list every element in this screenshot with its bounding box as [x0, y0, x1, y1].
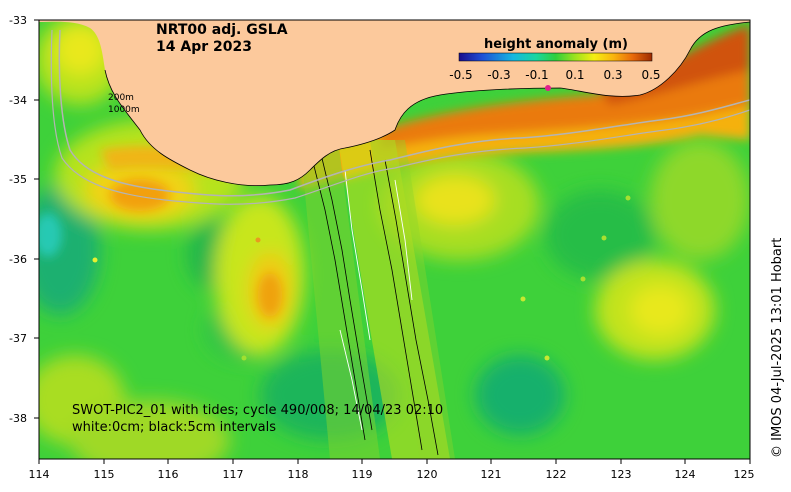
colorbar-label: height anomaly (m)	[484, 37, 628, 52]
isobath-200m	[58, 29, 750, 197]
map-date: 14 Apr 2023	[156, 39, 252, 55]
x-tick-label: 125	[734, 468, 755, 481]
altimeter-track-points	[92, 85, 631, 361]
colorbar-tick: -0.5	[449, 68, 472, 82]
credit-text: © IMOS 04-Jul-2025 13:01 Hobart	[770, 238, 785, 458]
x-tick-label: 118	[288, 468, 309, 481]
isobath-1000m	[50, 29, 750, 205]
y-tick-label: -35	[9, 173, 27, 186]
x-tick-label: 123	[611, 468, 632, 481]
colorbar-tick: 0.3	[603, 68, 622, 82]
depth-label-200m: 200m	[108, 93, 134, 103]
x-tick-label: 121	[481, 468, 502, 481]
y-tick-label: -34	[9, 94, 27, 107]
y-tick-label: -33	[9, 14, 27, 27]
contour-annotation: white:0cm; black:5cm intervals	[72, 420, 276, 435]
colorbar-gradient	[458, 52, 653, 62]
land-mass	[39, 20, 750, 186]
y-tick-label: -38	[9, 412, 27, 425]
swot-swath	[300, 140, 455, 459]
plot-frame	[38, 19, 751, 460]
colorbar: height anomaly (m) -0.5 -0.3 -0.1 0.1 0.…	[449, 37, 660, 82]
colorbar-tick: 0.1	[565, 68, 584, 82]
y-tick-label: -36	[9, 253, 27, 266]
x-tick-label: 116	[158, 468, 179, 481]
y-axis: -33 -34 -35 -36 -37 -38	[9, 14, 39, 425]
depth-label-1000m: 1000m	[108, 105, 140, 115]
x-tick-label: 122	[546, 468, 567, 481]
anomaly-field	[39, 20, 750, 459]
x-tick-label: 124	[675, 468, 696, 481]
x-tick-label: 117	[223, 468, 244, 481]
x-tick-label: 114	[29, 468, 50, 481]
colorbar-tick: -0.1	[525, 68, 548, 82]
map-title: NRT00 adj. GSLA	[156, 22, 288, 38]
colorbar-tick: -0.3	[487, 68, 510, 82]
x-tick-label: 120	[417, 468, 438, 481]
y-tick-label: -37	[9, 332, 27, 345]
x-tick-label: 115	[94, 468, 115, 481]
x-axis: 114 115 116 117 118 119 120 121 122 123 …	[29, 459, 755, 481]
x-tick-label: 119	[352, 468, 373, 481]
swot-annotation: SWOT-PIC2_01 with tides; cycle 490/008; …	[72, 403, 443, 418]
colorbar-tick: 0.5	[641, 68, 660, 82]
